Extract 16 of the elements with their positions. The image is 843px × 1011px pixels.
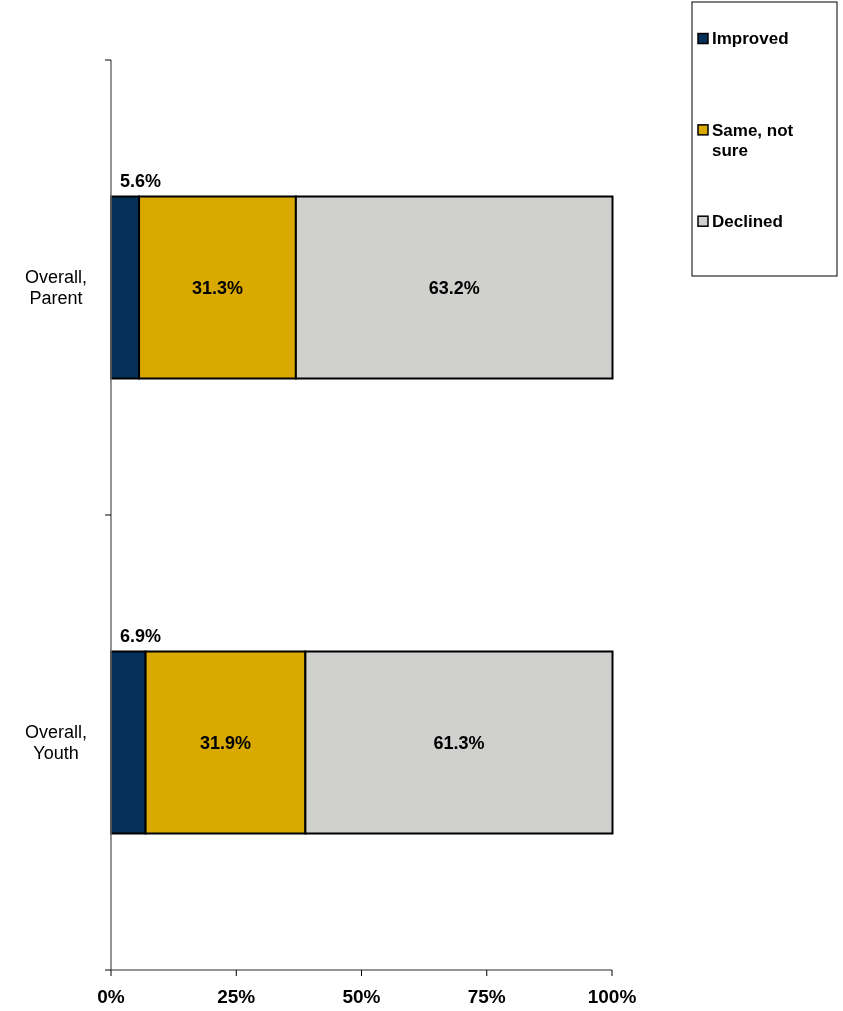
x-tick-label: 25% <box>217 986 256 1007</box>
data-label: 31.3% <box>191 277 243 298</box>
legend-label: Improved <box>712 29 789 49</box>
data-label: 63.2% <box>428 277 480 298</box>
data-label: 31.9% <box>199 732 251 753</box>
legend-label: Same, not sure <box>712 120 794 160</box>
x-tick-label: 100% <box>587 986 637 1007</box>
x-tick-label: 75% <box>467 986 506 1007</box>
data-label: 5.6% <box>120 170 162 191</box>
data-label: 61.3% <box>433 732 485 753</box>
x-tick-label: 50% <box>342 986 381 1007</box>
legend-label: Declined <box>712 212 783 232</box>
y-tick-label: Overall, Youth <box>24 722 88 764</box>
data-label: 6.9% <box>120 625 162 646</box>
y-tick-label: Overall, Parent <box>24 267 88 309</box>
x-tick-label: 0% <box>97 986 125 1007</box>
